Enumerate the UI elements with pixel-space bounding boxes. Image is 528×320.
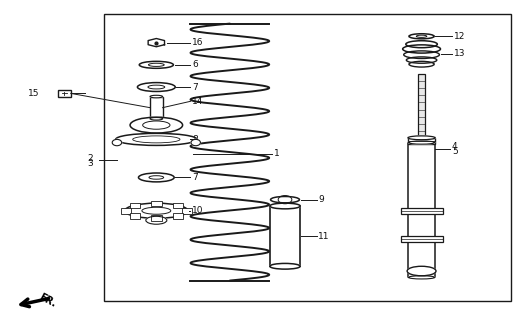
Bar	[129, 203, 140, 208]
Ellipse shape	[150, 95, 163, 98]
Bar	[408, 138, 435, 143]
Bar	[418, 74, 425, 138]
Ellipse shape	[125, 203, 188, 218]
Bar	[401, 236, 442, 243]
Text: 13: 13	[454, 49, 465, 58]
Ellipse shape	[406, 41, 437, 48]
Bar	[173, 213, 183, 219]
Text: 16: 16	[192, 38, 204, 47]
Text: 1: 1	[274, 149, 279, 158]
Ellipse shape	[139, 61, 173, 68]
Ellipse shape	[409, 34, 434, 39]
Bar	[120, 208, 131, 214]
Text: FR.: FR.	[37, 292, 58, 309]
Bar	[104, 14, 511, 301]
Bar	[151, 215, 162, 221]
Ellipse shape	[130, 117, 183, 133]
Text: 7: 7	[192, 83, 198, 92]
Text: 8: 8	[192, 135, 198, 144]
Bar	[173, 203, 183, 208]
Bar	[129, 213, 140, 219]
Bar	[409, 142, 435, 277]
Text: 7: 7	[192, 173, 198, 182]
Bar	[401, 208, 442, 214]
Ellipse shape	[270, 203, 300, 209]
Text: 15: 15	[27, 89, 39, 98]
Text: 14: 14	[192, 97, 203, 106]
Bar	[182, 208, 192, 214]
Ellipse shape	[116, 133, 197, 145]
Text: 4: 4	[452, 142, 458, 151]
Ellipse shape	[409, 276, 435, 279]
Text: 3: 3	[88, 159, 93, 168]
Ellipse shape	[409, 61, 434, 67]
Text: 6: 6	[192, 60, 198, 69]
Ellipse shape	[404, 51, 439, 59]
Text: 9: 9	[318, 195, 324, 204]
Ellipse shape	[403, 45, 440, 53]
Ellipse shape	[408, 136, 435, 140]
Ellipse shape	[146, 216, 167, 224]
Text: 5: 5	[452, 147, 458, 156]
Ellipse shape	[409, 141, 435, 144]
Ellipse shape	[138, 173, 174, 182]
Ellipse shape	[191, 140, 201, 146]
Bar	[150, 97, 163, 119]
Bar	[58, 90, 71, 97]
Ellipse shape	[407, 57, 437, 63]
Ellipse shape	[112, 140, 121, 146]
Ellipse shape	[137, 83, 175, 92]
Bar	[151, 201, 162, 206]
Text: 2: 2	[88, 154, 93, 163]
Ellipse shape	[407, 266, 436, 276]
Polygon shape	[148, 38, 165, 47]
Ellipse shape	[150, 117, 163, 120]
Text: 12: 12	[454, 32, 465, 41]
Text: 10: 10	[192, 206, 204, 215]
Bar	[270, 206, 300, 266]
Ellipse shape	[270, 196, 299, 203]
Text: 11: 11	[318, 232, 329, 241]
Ellipse shape	[270, 263, 300, 269]
